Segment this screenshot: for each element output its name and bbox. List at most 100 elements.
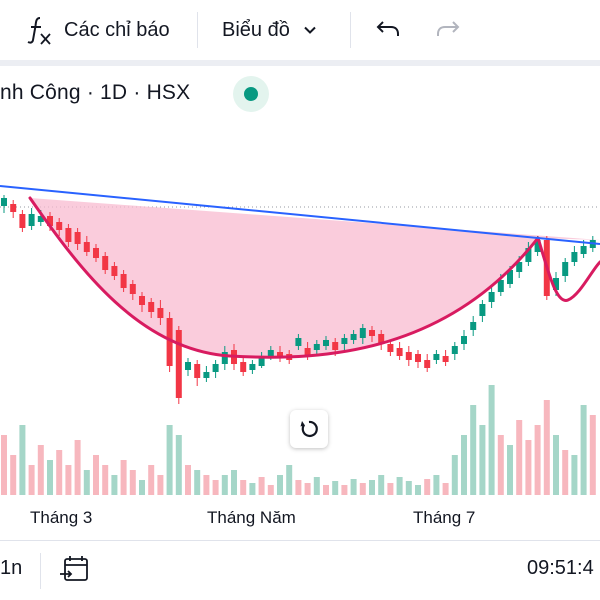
chevron-down-icon bbox=[304, 26, 316, 34]
candle-body bbox=[102, 256, 109, 270]
volume-bar bbox=[277, 475, 283, 495]
candle-body bbox=[120, 274, 127, 288]
volume-bar bbox=[323, 485, 329, 495]
candle-body bbox=[424, 360, 431, 368]
chart-type-label: Biểu đồ bbox=[222, 18, 290, 41]
volume-bar bbox=[359, 483, 366, 495]
candle-body bbox=[221, 352, 228, 364]
volume-bar bbox=[451, 455, 458, 495]
candle-body bbox=[580, 246, 587, 254]
volume-bar bbox=[562, 450, 569, 495]
candle-body bbox=[295, 338, 302, 346]
volume-bar bbox=[424, 479, 431, 495]
candle-body bbox=[129, 284, 136, 294]
candle-body bbox=[83, 242, 90, 252]
candle-body bbox=[74, 232, 81, 244]
volume-bar bbox=[479, 425, 486, 495]
volume-bar bbox=[111, 475, 118, 495]
cup-pattern-fill bbox=[30, 198, 600, 358]
candle-body bbox=[479, 304, 486, 316]
volume-bar bbox=[157, 475, 164, 495]
candle-body bbox=[19, 214, 26, 228]
time-label: 09:51:4 bbox=[527, 557, 594, 579]
volume-bar bbox=[350, 479, 357, 495]
candle-body bbox=[277, 352, 283, 356]
volume-bar bbox=[589, 415, 596, 495]
candle-body bbox=[240, 362, 247, 372]
candle-body bbox=[553, 278, 559, 290]
candle-body bbox=[534, 240, 541, 252]
volume-bar bbox=[120, 460, 127, 495]
candle-body bbox=[28, 214, 35, 226]
fx-icon[interactable] bbox=[26, 14, 52, 46]
volume-bar bbox=[203, 475, 210, 495]
candle-body bbox=[396, 348, 403, 356]
volume-bar bbox=[405, 481, 412, 495]
candle-body bbox=[148, 302, 155, 312]
interval-button[interactable]: 1n bbox=[0, 557, 23, 579]
indicators-button[interactable]: Các chỉ báo bbox=[64, 0, 170, 60]
candle-body bbox=[516, 262, 523, 272]
toolbar-divider bbox=[0, 60, 600, 66]
top-toolbar: Các chỉ báo Biểu đồ bbox=[0, 0, 600, 60]
go-to-date-icon[interactable] bbox=[58, 553, 92, 587]
candle-body bbox=[350, 334, 357, 340]
volume-bar bbox=[387, 483, 394, 495]
volume-bar bbox=[221, 475, 228, 495]
candle-body bbox=[507, 270, 513, 284]
volume-bar bbox=[65, 465, 72, 495]
candle-body bbox=[1, 198, 7, 206]
volume-bar bbox=[543, 400, 550, 495]
candle-body bbox=[93, 248, 99, 258]
volume-bar bbox=[433, 475, 440, 495]
x-tick-label: Tháng 7 bbox=[413, 508, 476, 527]
price-chart[interactable] bbox=[0, 120, 600, 500]
bottom-separator bbox=[40, 553, 41, 589]
symbol-legend[interactable]: nh Công · 1D · HSX bbox=[0, 76, 190, 110]
chart-type-button[interactable]: Biểu đồ bbox=[222, 0, 318, 60]
candle-body bbox=[323, 340, 329, 346]
volume-bar bbox=[212, 480, 219, 495]
volume-bar bbox=[534, 425, 541, 495]
volume-bar bbox=[47, 460, 53, 495]
candle-body bbox=[166, 318, 173, 366]
undo-icon[interactable] bbox=[373, 14, 403, 44]
indicators-label: Các chỉ báo bbox=[64, 18, 170, 41]
candle-body bbox=[249, 364, 256, 370]
candle-body bbox=[157, 308, 164, 318]
volume-bar bbox=[249, 483, 256, 495]
candle-body bbox=[313, 344, 320, 350]
volume-bar bbox=[185, 465, 191, 495]
candle-body bbox=[359, 328, 366, 338]
volume-bar bbox=[148, 465, 155, 495]
toolbar-separator bbox=[350, 12, 351, 48]
volume-bar bbox=[304, 483, 311, 495]
candle-body bbox=[139, 296, 145, 305]
candle-body bbox=[10, 204, 17, 212]
volume-bar bbox=[267, 485, 274, 495]
candle-body bbox=[111, 266, 118, 276]
candle-body bbox=[212, 364, 219, 372]
volume-bar bbox=[19, 425, 26, 495]
candle-body bbox=[571, 252, 578, 262]
market-status-indicator[interactable] bbox=[233, 76, 269, 112]
x-tick-label: Tháng 3 bbox=[30, 508, 93, 527]
reset-chart-button[interactable] bbox=[290, 410, 328, 448]
redo-icon[interactable] bbox=[433, 14, 463, 44]
volume-bar bbox=[461, 435, 467, 495]
candle-body bbox=[525, 248, 532, 262]
candle-body bbox=[433, 354, 440, 360]
volume-bar bbox=[139, 480, 145, 495]
volume-bar bbox=[313, 477, 320, 495]
volume-bar bbox=[442, 483, 449, 495]
time-axis[interactable]: Tháng 3 Tháng Năm Tháng 7 bbox=[0, 500, 600, 538]
volume-bar bbox=[28, 465, 35, 495]
volume-bar bbox=[332, 481, 339, 495]
candle-body bbox=[175, 330, 182, 398]
toolbar-separator bbox=[197, 12, 198, 48]
volume-bar bbox=[93, 455, 99, 495]
candle-body bbox=[47, 216, 53, 226]
candle-body bbox=[470, 322, 477, 330]
volume-bar bbox=[497, 435, 504, 495]
candle-body bbox=[341, 338, 348, 344]
